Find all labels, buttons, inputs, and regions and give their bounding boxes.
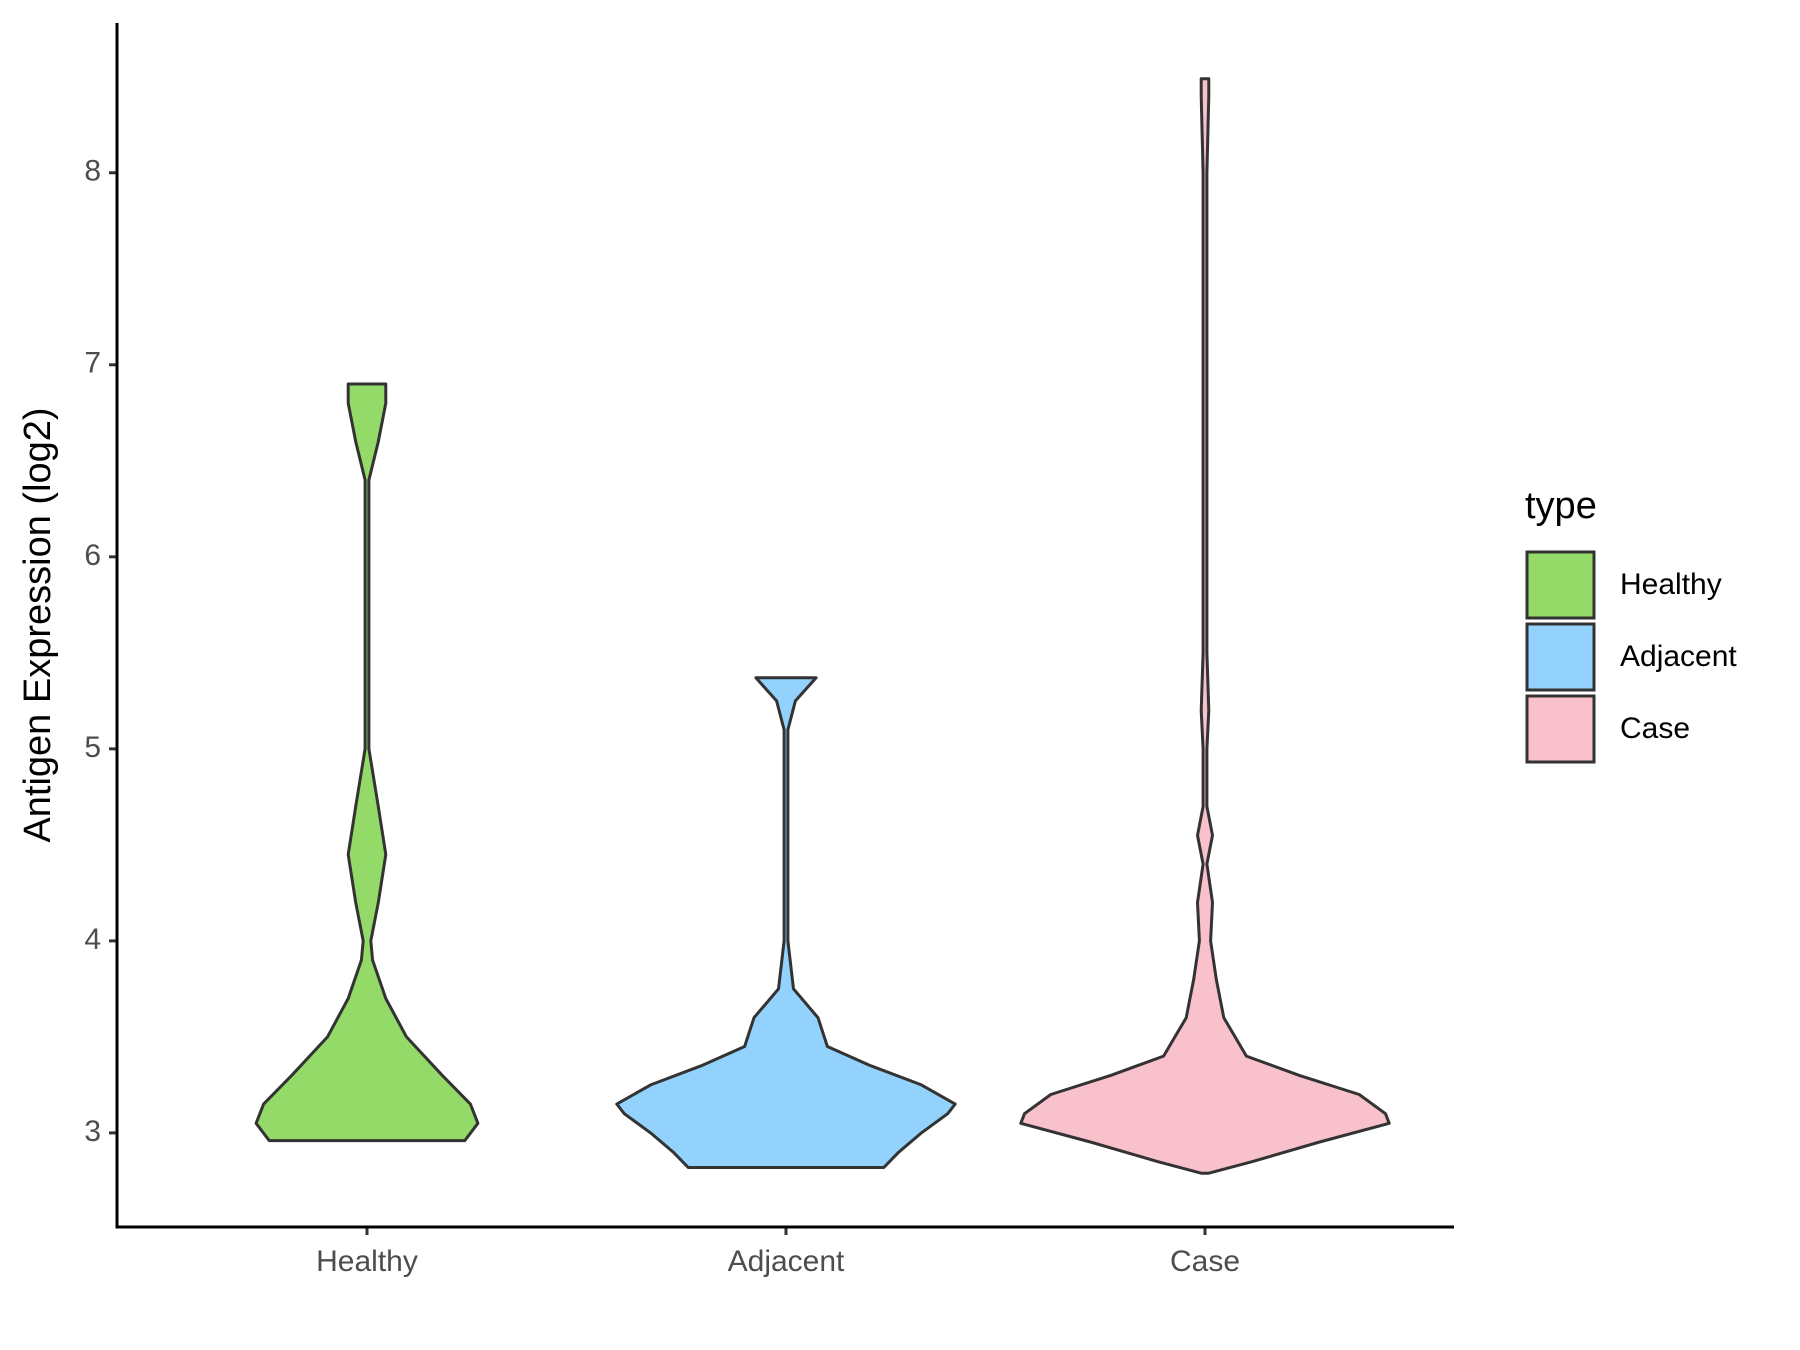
violin [254, 382, 480, 1143]
violin [1019, 77, 1391, 1175]
x-tick-label: Case [1170, 1245, 1240, 1278]
x-tick-label: Healthy [316, 1245, 418, 1278]
legend-label: Case [1620, 712, 1690, 745]
y-tick-label: 8 [84, 155, 101, 188]
legend-title: type [1525, 485, 1597, 527]
legend-key [1525, 550, 1596, 620]
y-tick-label: 4 [84, 923, 101, 956]
legend-label: Adjacent [1620, 640, 1737, 673]
y-tick-label: 6 [84, 539, 101, 572]
y-axis-title: Antigen Expression (log2) [17, 407, 59, 842]
legend-label: Healthy [1620, 568, 1722, 601]
y-tick-label: 5 [84, 731, 101, 764]
legend-key [1525, 694, 1596, 764]
y-tick-label: 3 [84, 1115, 101, 1148]
legend-key [1525, 622, 1596, 692]
violin [615, 676, 957, 1169]
x-tick-label: Adjacent [728, 1245, 845, 1278]
y-tick-label: 7 [84, 347, 101, 380]
